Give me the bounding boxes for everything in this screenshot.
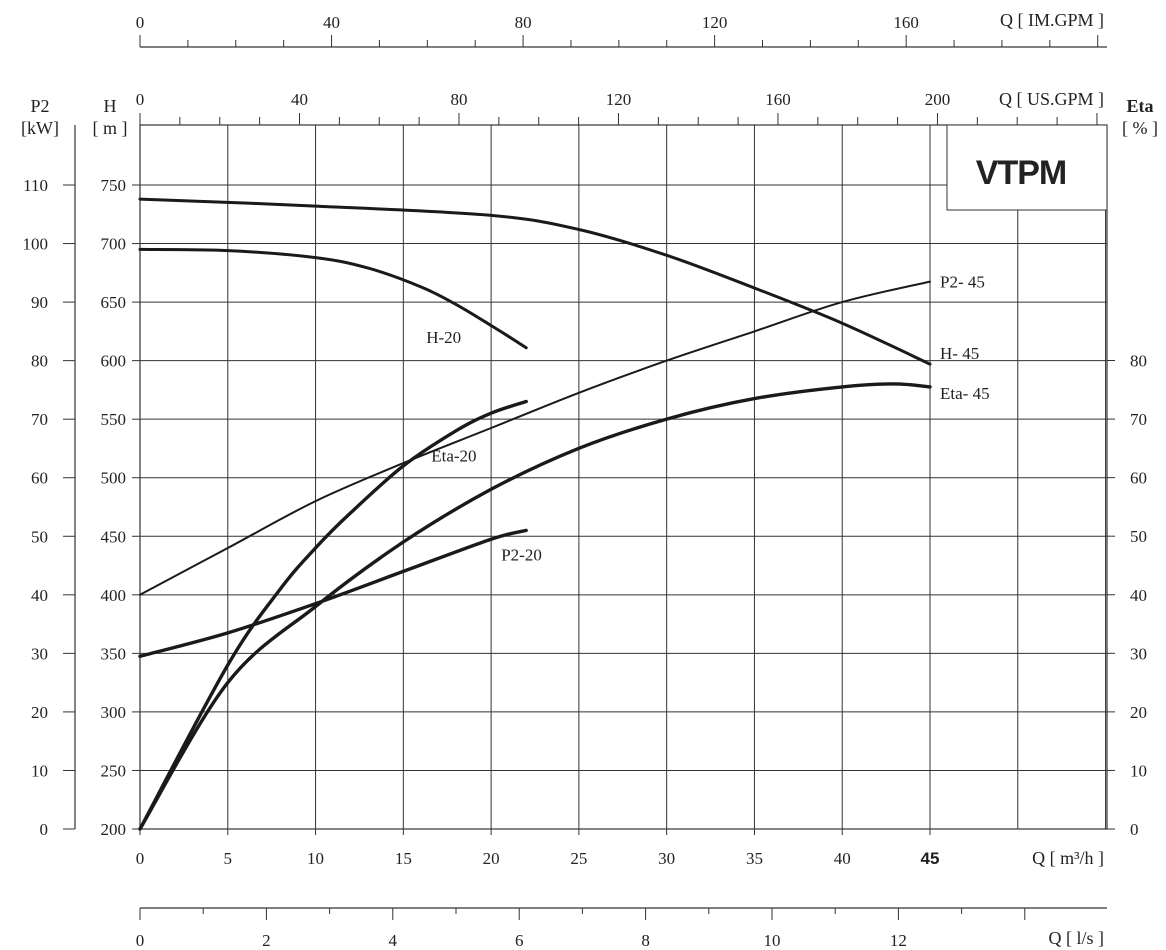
curve-label-h-45: H- 45 [940, 344, 979, 363]
curve-h-45 [138, 197, 932, 366]
ls-tick-label: 4 [389, 931, 398, 950]
p2-tick-label: 60 [31, 469, 48, 488]
m3h-tick-label: 20 [483, 849, 500, 868]
ls-tick-label: 0 [136, 931, 145, 950]
p2-tick-label: 0 [40, 820, 49, 839]
m3h-tick-label: 35 [746, 849, 763, 868]
ls-tick-label: 12 [890, 931, 907, 950]
curve-label-h-20: H-20 [426, 328, 461, 347]
curve-p2-20 [138, 528, 528, 658]
ls-tick-label: 2 [262, 931, 271, 950]
p2-tick-label: 10 [31, 761, 48, 780]
curve-label-eta-45: Eta- 45 [940, 384, 990, 403]
h-tick-label: 600 [101, 352, 127, 371]
eta-tick-label: 50 [1130, 527, 1147, 546]
eta-tick-label: 0 [1130, 820, 1139, 839]
eta-tick-label: 60 [1130, 469, 1147, 488]
brand-logo: VTPM [946, 124, 1108, 211]
curve-h-20 [138, 247, 528, 350]
p2-tick-label: 70 [31, 410, 48, 429]
ls-tick-label: 8 [641, 931, 650, 950]
curve-label-p2-45: P2- 45 [940, 273, 985, 292]
p2-tick-label: 80 [31, 352, 48, 371]
m3h-axis-title: Q [ m³/h ] [1032, 848, 1104, 868]
usgpm-axis-title: Q [ US.GPM ] [999, 89, 1104, 109]
h-tick-label: 450 [101, 527, 127, 546]
m3h-tick-label: 40 [834, 849, 851, 868]
usgpm-tick-label: 120 [606, 90, 632, 109]
curve-labels: H-20 H- 45 Eta-20 Eta- 45 P2-20 P2- 45 [426, 273, 989, 565]
p2-tick-label: 40 [31, 586, 48, 605]
h-tick-label: 700 [101, 235, 127, 254]
axes: 0 5 10 15 20 25 30 35 40 45 Q [ m³/h ] 0 2 4 6 8 10 12 Q [… [21, 10, 1158, 950]
eta-tick-label: 10 [1130, 761, 1147, 780]
m3h-tick-label: 30 [658, 849, 675, 868]
h-tick-label: 650 [101, 293, 127, 312]
curve-p2-45 [139, 280, 931, 596]
p2-tick-label: 90 [31, 293, 48, 312]
logo-text: VTPM [976, 154, 1066, 192]
p2-tick-label: 30 [31, 644, 48, 663]
usgpm-tick-label: 0 [136, 90, 145, 109]
usgpm-tick-label: 200 [925, 90, 951, 109]
h-tick-label: 300 [101, 703, 127, 722]
eta-axis-title: Eta [1127, 96, 1154, 116]
m3h-tick-label: 5 [224, 849, 233, 868]
plot-frame [139, 124, 1108, 830]
usgpm-tick-label: 80 [450, 90, 467, 109]
imgpm-tick-label: 80 [515, 13, 532, 32]
m3h-tick-label: 25 [570, 849, 587, 868]
h-tick-label: 500 [101, 469, 127, 488]
m3h-tick-label: 10 [307, 849, 324, 868]
imgpm-axis-title: Q [ IM.GPM ] [1000, 10, 1104, 30]
h-tick-label: 750 [101, 176, 127, 195]
ls-tick-label: 10 [764, 931, 781, 950]
p2-tick-label: 20 [31, 703, 48, 722]
curve-label-p2-20: P2-20 [501, 545, 542, 564]
eta-axis-unit: [ % ] [1122, 118, 1158, 138]
h-axis-unit: [ m ] [93, 118, 128, 138]
p2-axis-title: P2 [30, 96, 49, 116]
imgpm-tick-label: 40 [323, 13, 340, 32]
usgpm-tick-label: 40 [291, 90, 308, 109]
eta-tick-label: 20 [1130, 703, 1147, 722]
curve-label-eta-20: Eta-20 [431, 446, 476, 465]
h-axis-title: H [104, 96, 117, 116]
curve-eta-45 [138, 382, 932, 831]
imgpm-tick-label: 0 [136, 13, 145, 32]
ls-tick-label: 6 [515, 931, 524, 950]
h-tick-label: 550 [101, 410, 127, 429]
h-tick-label: 400 [101, 586, 127, 605]
logo-box [946, 124, 1108, 211]
p2-tick-label: 100 [23, 235, 49, 254]
eta-tick-label: 70 [1130, 410, 1147, 429]
h-tick-label: 350 [101, 644, 127, 663]
performance-curves [138, 197, 932, 831]
eta-tick-label: 80 [1130, 352, 1147, 371]
h-tick-label: 200 [101, 820, 127, 839]
eta-tick-label: 30 [1130, 644, 1147, 663]
ls-axis-title: Q [ l/s ] [1049, 928, 1105, 948]
h-tick-label: 250 [101, 761, 127, 780]
curve-eta-20 [138, 399, 528, 831]
p2-tick-label: 50 [31, 527, 48, 546]
plot-grid [139, 124, 1108, 830]
usgpm-tick-label: 160 [765, 90, 791, 109]
p2-tick-label: 110 [23, 176, 48, 195]
m3h-tick-label: 0 [136, 849, 145, 868]
imgpm-tick-label: 120 [702, 13, 728, 32]
p2-axis-unit: [kW] [21, 118, 59, 138]
imgpm-tick-label: 160 [893, 13, 919, 32]
eta-tick-label: 40 [1130, 586, 1147, 605]
m3h-tick-label: 15 [395, 849, 412, 868]
m3h-tick-label: 45 [921, 849, 940, 868]
